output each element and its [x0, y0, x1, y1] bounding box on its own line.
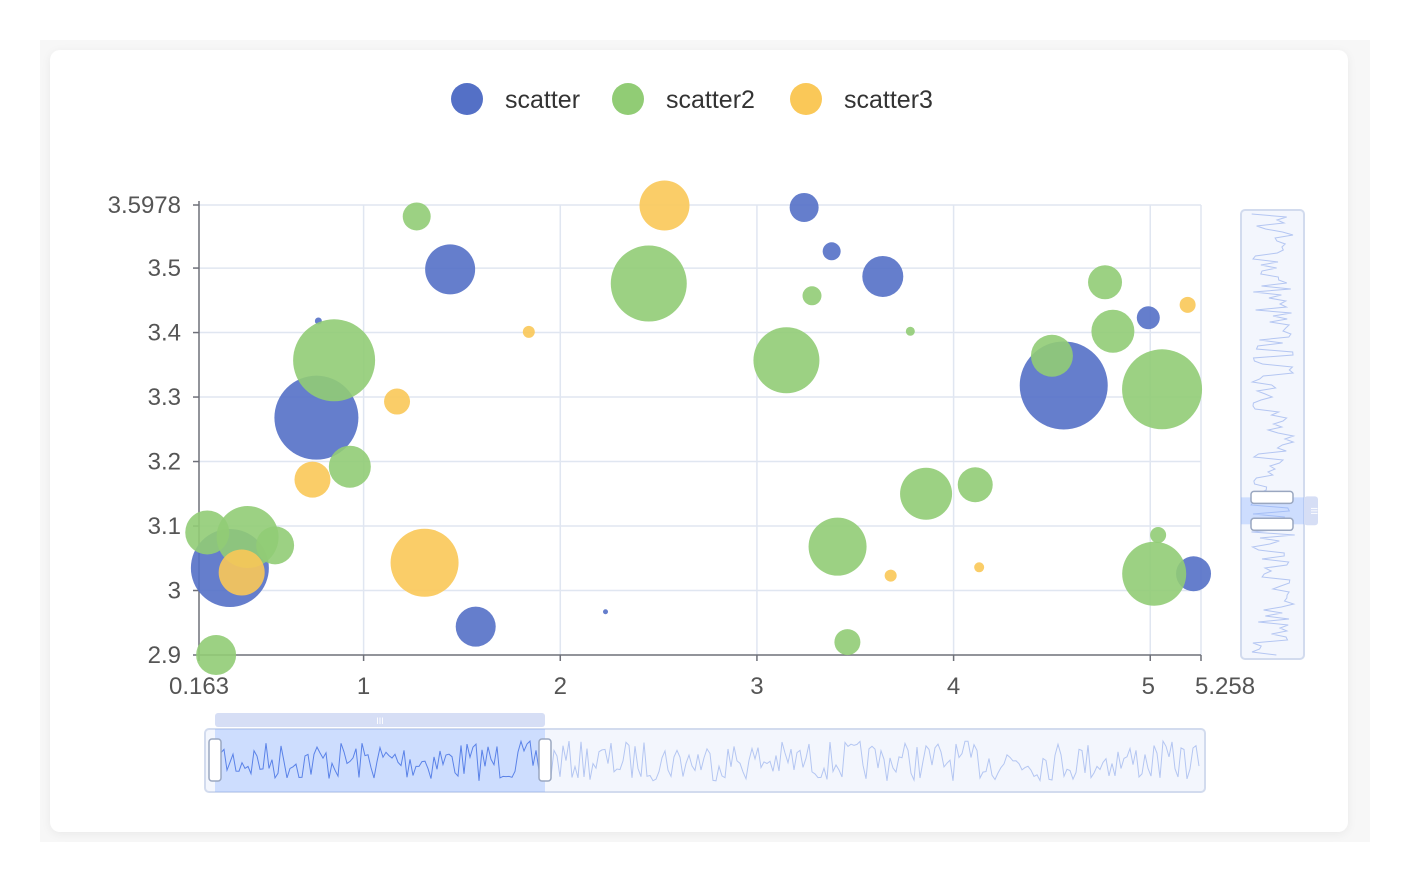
x-slider-thumbnail: [547, 739, 1200, 783]
scatter3-point[interactable]: [884, 569, 897, 582]
y-tick-label: 3: [168, 578, 181, 605]
axes: 2.9 3 3.1 3.2 3.3 3.4 3.5 3.5978 0.163 1 2 3 4 5 5.258: [108, 192, 1255, 700]
x-tick-label: 1: [357, 673, 370, 700]
x-datazoom-slider[interactable]: III: [204, 713, 1206, 793]
x-slider-selected-range[interactable]: [215, 729, 545, 792]
legend-label-scatter2[interactable]: scatter2: [666, 86, 755, 114]
chart-card: [50, 50, 1348, 832]
scatter2-point[interactable]: [328, 445, 371, 488]
scatter2-point[interactable]: [1122, 541, 1187, 606]
y-slider-move-handle[interactable]: [1304, 496, 1318, 526]
scatter2-point[interactable]: [808, 517, 867, 576]
x-slider-start-handle[interactable]: [208, 738, 222, 782]
grid: [199, 204, 1202, 655]
x-slider-move-handle[interactable]: [215, 713, 545, 727]
scatter-point[interactable]: [425, 244, 476, 295]
scatter-point[interactable]: [862, 255, 904, 297]
y-tick-label: 3.4: [148, 320, 181, 347]
scatter2-point[interactable]: [753, 327, 820, 394]
scatter2-point[interactable]: [1122, 349, 1203, 430]
x-slider-track[interactable]: [204, 728, 1206, 793]
legend-label-scatter3[interactable]: scatter3: [844, 86, 933, 114]
x-slider-grip-icon: III: [376, 716, 384, 726]
legend-marker-scatter2[interactable]: [612, 83, 644, 115]
y-datazoom-slider[interactable]: III: [1240, 209, 1319, 660]
y-tick-label: 3.2: [148, 449, 181, 476]
scatter2-point[interactable]: [610, 245, 687, 322]
scatter3-point[interactable]: [294, 461, 331, 498]
scatter-point[interactable]: [1136, 306, 1160, 330]
scatter3-point[interactable]: [384, 388, 411, 415]
y-slider-end-handle[interactable]: [1250, 490, 1294, 505]
scatter3-point[interactable]: [1179, 296, 1196, 313]
scatter2-point[interactable]: [900, 467, 953, 520]
scatter2-point[interactable]: [1091, 309, 1135, 353]
scatter3-point[interactable]: [218, 549, 265, 596]
y-slider-start-handle[interactable]: [1250, 517, 1294, 532]
scatter-point[interactable]: [603, 609, 609, 615]
scatter2-point[interactable]: [802, 286, 822, 306]
scatter3-point[interactable]: [974, 562, 985, 573]
scatter3-point[interactable]: [522, 325, 535, 338]
x-slider-thumbnail-selected: [214, 739, 546, 781]
scatter2-point[interactable]: [957, 467, 993, 503]
scatter2-point[interactable]: [905, 326, 915, 336]
y-tick-label: 3.1: [148, 513, 181, 540]
x-tick-label: 2: [554, 673, 567, 700]
scatter3-point[interactable]: [390, 528, 459, 597]
x-tick-label: 4: [947, 673, 960, 700]
y-tick-label: 2.9: [148, 642, 181, 669]
y-tick-label: 3.5978: [108, 192, 181, 219]
scatter2-point[interactable]: [1030, 334, 1073, 377]
y-slider-track[interactable]: [1240, 209, 1305, 660]
legend-label-scatter[interactable]: scatter: [505, 86, 580, 114]
scatter2-point[interactable]: [402, 202, 431, 231]
scatter-point[interactable]: [822, 242, 841, 261]
y-tick-label: 3.3: [148, 384, 181, 411]
y-tick-label: 3.5: [148, 255, 181, 282]
scatter-point[interactable]: [789, 192, 819, 222]
scatter2-point[interactable]: [1150, 527, 1167, 544]
x-tick-label: 5.258: [1195, 673, 1255, 700]
x-slider-end-handle[interactable]: [538, 738, 552, 782]
scatter2-point[interactable]: [256, 526, 295, 565]
y-slider-thumbnail: [1250, 213, 1296, 656]
legend-marker-scatter3[interactable]: [790, 83, 822, 115]
scatter2-point[interactable]: [196, 635, 237, 675]
scatter3-point[interactable]: [639, 180, 690, 231]
scatter-point[interactable]: [455, 606, 496, 647]
x-tick-label: 3: [750, 673, 763, 700]
scatter2-point[interactable]: [834, 629, 861, 656]
scatter2-point[interactable]: [293, 319, 376, 402]
legend: scatter scatter2 scatter3: [451, 83, 933, 115]
data-points: [185, 180, 1212, 675]
y-slider-grip-icon: III: [1309, 507, 1319, 515]
x-tick-label: 5: [1142, 673, 1155, 700]
x-tick-label: 0.163: [169, 673, 229, 700]
scatter2-point[interactable]: [1088, 265, 1123, 300]
legend-marker-scatter[interactable]: [451, 83, 483, 115]
